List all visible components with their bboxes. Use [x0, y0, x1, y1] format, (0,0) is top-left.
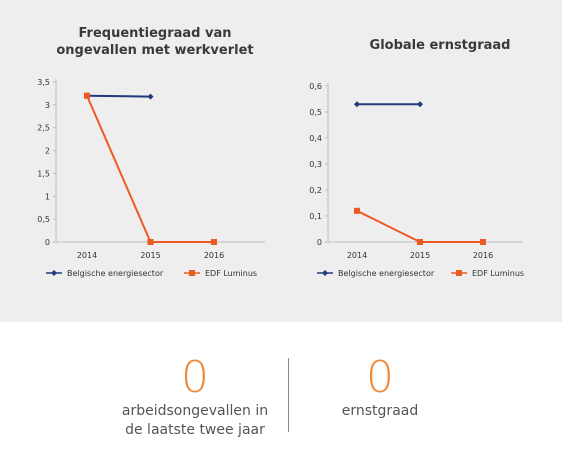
- chart-1-legend-label: EDF Luminus: [205, 269, 257, 278]
- chart-1-series-0-point: [147, 93, 154, 100]
- chart-2-legend-label: EDF Luminus: [472, 269, 524, 278]
- chart-1-y-tick-label: 0: [45, 238, 50, 247]
- chart-2-x-tick-label: 2015: [410, 251, 430, 260]
- stat-divider: [288, 358, 289, 432]
- chart-2-y-tick-label: 0,3: [309, 160, 322, 169]
- chart-2-x-tick-label: 2014: [347, 251, 367, 260]
- chart-1-y-tick-label: 3,5: [37, 78, 50, 87]
- chart-1-series-1-segment: [86, 95, 152, 243]
- chart-1-y-tick-label: 1: [45, 192, 50, 201]
- chart-1-series-1-point: [147, 239, 154, 245]
- chart-2-y-tick-label: 0,2: [309, 186, 322, 195]
- chart-1-legend-marker: [51, 270, 57, 276]
- chart-2-series-0-point: [354, 101, 360, 108]
- chart-2-y-tick-label: 0,1: [309, 212, 322, 221]
- chart-2-series-1-segment: [356, 209, 421, 243]
- chart-1-series-0-segment: [86, 94, 151, 98]
- chart-1: 0 0,5 1 1,5 2 2,5 3 3,5 2014 2015 2016 Belgische en…: [37, 78, 265, 278]
- chart-2-legend-marker: [456, 270, 462, 276]
- chart-2-series-0-point: [417, 101, 423, 108]
- stat-severity: 0 ernstgraad: [300, 356, 460, 421]
- charts-panel: [0, 0, 562, 322]
- stat-severity-label: ernstgraad: [341, 403, 419, 419]
- chart-1-x-tick-label: 2015: [140, 251, 160, 260]
- chart-1-y-tick-label: 3: [45, 101, 50, 110]
- chart-1-x-tick-label: 2016: [204, 251, 224, 260]
- chart-1-y-tick-label: 2: [45, 147, 50, 156]
- chart-2-y-tick-label: 0: [317, 238, 322, 247]
- chart-1-title: Frequentiegraad van ongevallen met werkv…: [56, 26, 254, 58]
- chart-1-y-tick-label: 0,5: [37, 215, 50, 224]
- stat-severity-value: 0: [366, 352, 394, 403]
- chart-2-series-1-point: [417, 239, 423, 245]
- chart-2-y-tick-label: 0,4: [309, 134, 322, 143]
- chart-1-series-1-point: [211, 239, 217, 245]
- chart-2-series-1-point: [480, 239, 486, 245]
- chart-1-y-tick-label: 1,5: [37, 169, 50, 178]
- chart-2-legend-marker: [322, 270, 328, 276]
- chart-1-series-1-point: [84, 92, 90, 99]
- stat-accidents-label-line2: de laatste twee jaar: [125, 422, 265, 438]
- chart-1-y-tick-label: 2,5: [37, 124, 50, 133]
- chart-2-x-tick-label: 2016: [473, 251, 493, 260]
- chart-1-legend-marker: [189, 270, 195, 276]
- stat-accidents: 0 arbeidsongevallen in de laatste twee j…: [105, 356, 285, 440]
- chart-1-legend-label: Belgische energiesector: [67, 269, 164, 278]
- stat-accidents-label: arbeidsongevallen in de laatste twee jaa…: [105, 402, 285, 440]
- chart-2-title: Globale ernstgraad: [369, 38, 511, 53]
- chart-2-series-1-point: [354, 207, 360, 214]
- chart-2-legend-label: Belgische energiesector: [338, 269, 435, 278]
- stat-accidents-label-line1: arbeidsongevallen in: [121, 403, 269, 419]
- chart-2-y-tick-label: 0,6: [309, 82, 322, 91]
- chart-1-x-tick-label: 2014: [77, 251, 97, 260]
- chart-2: 0 0,1 0,2 0,3 0,4 0,5 0,6 2014 2015 2016 Belgische…: [309, 82, 524, 278]
- stat-accidents-value: 0: [181, 352, 209, 403]
- chart-2-y-tick-label: 0,5: [309, 108, 322, 117]
